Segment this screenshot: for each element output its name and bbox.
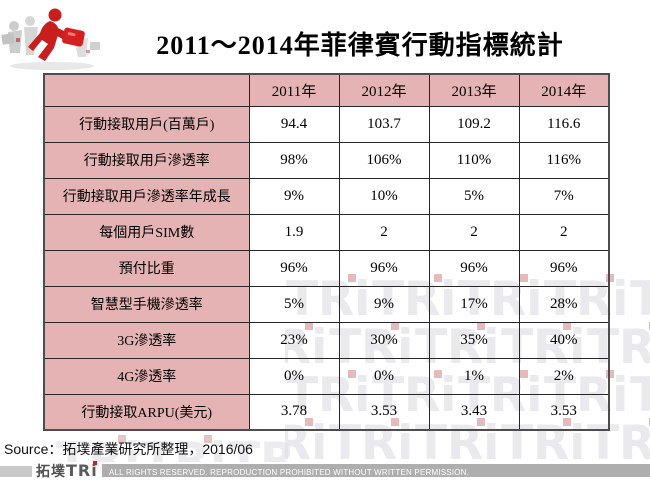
cell-value: 3.53 <box>338 393 430 431</box>
year-header: 2013年 <box>428 73 520 107</box>
table-header-row: 2011年 2012年 2013年 2014年 <box>43 73 610 107</box>
table-row: 智慧型手機滲透率 5% 9% 17% 28% <box>43 285 610 323</box>
cell-value: 5% <box>428 177 520 215</box>
year-header: 2011年 <box>248 73 340 107</box>
cell-value: 9% <box>248 177 340 215</box>
red-person-icon <box>28 8 85 61</box>
cell-value: 110% <box>428 141 520 179</box>
table-row: 行動接取用戶(百萬戶) 94.4 103.7 109.2 116.6 <box>43 105 610 143</box>
cell-value: 5% <box>248 285 340 323</box>
table-row: 每個用戶SIM數 1.9 2 2 2 <box>43 213 610 251</box>
brand-en-text: TRi <box>66 461 98 480</box>
brand-name-en: TRi <box>66 461 98 480</box>
cell-value: 35% <box>428 321 520 359</box>
rights-text: ALL RIGHTS RESERVED. REPRODUCTION PROHIB… <box>109 468 470 477</box>
cell-value: 30% <box>338 321 430 359</box>
tri-watermark-strip: TRi TRi TRi <box>55 431 290 462</box>
row-label: 3G滲透率 <box>43 321 250 359</box>
cell-value: 98% <box>248 141 340 179</box>
cell-value: 96% <box>248 249 340 287</box>
table-row: 預付比重 96% 96% 96% 96% <box>43 249 610 287</box>
cell-value: 3.53 <box>518 393 610 431</box>
row-label: 行動接取用戶滲透率年成長 <box>43 177 250 215</box>
cell-value: 3.78 <box>248 393 340 431</box>
row-label: 智慧型手機滲透率 <box>43 285 250 323</box>
cell-value: 23% <box>248 321 340 359</box>
rights-bar: ALL RIGHTS RESERVED. REPRODUCTION PROHIB… <box>102 464 650 477</box>
cell-value: 1% <box>428 357 520 395</box>
cell-value: 103.7 <box>338 105 430 143</box>
cell-value: 1.9 <box>248 213 340 251</box>
cell-value: 2 <box>428 213 520 251</box>
table-row: 行動接取用戶滲透率 98% 106% 110% 116% <box>43 141 610 179</box>
cell-value: 0% <box>338 357 430 395</box>
cell-value: 2 <box>338 213 430 251</box>
row-label: 4G滲透率 <box>43 357 250 395</box>
source-line: Source：拓墣產業研究所整理，2016/06 <box>4 441 253 457</box>
footer-left-block <box>0 466 32 477</box>
cell-value: 116% <box>518 141 610 179</box>
cell-value: 109.2 <box>428 105 520 143</box>
gray-crowd-shapes <box>1 16 100 57</box>
cell-value: 28% <box>518 285 610 323</box>
table-row: 3G滲透率 23% 30% 35% 40% <box>43 321 610 359</box>
year-header: 2012年 <box>338 73 430 107</box>
cell-value: 2 <box>518 213 610 251</box>
table-row: 4G滲透率 0% 0% 1% 2% <box>43 357 610 395</box>
cell-value: 9% <box>338 285 430 323</box>
table-row: 行動接取用戶滲透率年成長 9% 10% 5% 7% <box>43 177 610 215</box>
row-label: 行動接取ARPU(美元) <box>43 393 250 431</box>
brand-i-dot-icon <box>92 461 97 465</box>
row-label: 行動接取用戶(百萬戶) <box>43 105 250 143</box>
cell-value: 7% <box>518 177 610 215</box>
year-header: 2014年 <box>518 73 610 107</box>
footer-brand-logo: 拓墣TRi <box>36 461 98 481</box>
corner-cell <box>43 73 250 107</box>
cell-value: 96% <box>428 249 520 287</box>
cell-value: 96% <box>338 249 430 287</box>
cell-value: 3.43 <box>428 393 520 431</box>
cell-value: 0% <box>248 357 340 395</box>
table-row: 行動接取ARPU(美元) 3.78 3.53 3.43 3.53 <box>43 393 610 431</box>
row-label: 行動接取用戶滲透率 <box>43 141 250 179</box>
cell-value: 116.6 <box>518 105 610 143</box>
cell-value: 40% <box>518 321 610 359</box>
cell-value: 106% <box>338 141 430 179</box>
cell-value: 96% <box>518 249 610 287</box>
row-label: 每個用戶SIM數 <box>43 213 250 251</box>
cell-value: 10% <box>338 177 430 215</box>
running-person-logo-icon <box>1 8 100 70</box>
page-title: 2011～2014年菲律賓行動指標統計 <box>156 31 564 60</box>
cell-value: 17% <box>428 285 520 323</box>
cell-value: 2% <box>518 357 610 395</box>
brand-name-cn: 拓墣 <box>36 463 66 479</box>
indicator-table: 2011年 2012年 2013年 2014年 行動接取用戶(百萬戶) 94.4… <box>43 73 610 431</box>
row-label: 預付比重 <box>43 249 250 287</box>
cell-value: 94.4 <box>248 105 340 143</box>
